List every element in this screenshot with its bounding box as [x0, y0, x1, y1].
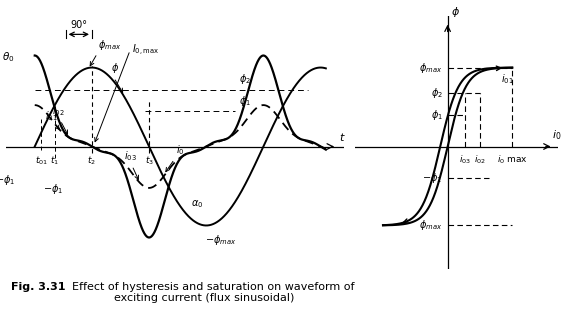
Text: $i_{01}$: $i_{01}$ [45, 109, 58, 123]
Text: $\phi$: $\phi$ [451, 5, 460, 18]
Text: $-\phi_1$: $-\phi_1$ [0, 173, 15, 188]
Text: $\phi_{max}$: $\phi_{max}$ [420, 61, 443, 75]
Text: $\phi$: $\phi$ [112, 61, 120, 75]
Text: $i_{02}$: $i_{02}$ [474, 154, 486, 166]
Text: $t_2$: $t_2$ [87, 155, 96, 167]
Text: $i_{01}$: $i_{01}$ [500, 72, 513, 86]
Text: $t$: $t$ [338, 131, 345, 143]
Text: $i_0$: $i_0$ [552, 128, 562, 142]
Text: $i_{02}$: $i_{02}$ [52, 104, 65, 118]
Text: Fig. 3.31: Fig. 3.31 [11, 282, 66, 292]
Text: $i_{03}$: $i_{03}$ [459, 154, 471, 166]
Text: $i_{03}$: $i_{03}$ [124, 149, 137, 163]
Text: $\phi_2$: $\phi_2$ [431, 86, 443, 100]
Text: $\phi_{max}$: $\phi_{max}$ [99, 38, 122, 52]
Text: $\phi_{max}$: $\phi_{max}$ [420, 218, 443, 233]
Text: $\alpha_0$: $\alpha_0$ [191, 198, 204, 210]
Text: 90°: 90° [70, 20, 87, 30]
Text: $t_{01}$: $t_{01}$ [35, 155, 48, 167]
Text: $-\phi_1$: $-\phi_1$ [43, 181, 63, 195]
Text: $-\phi_{max}$: $-\phi_{max}$ [205, 233, 236, 247]
Text: $\phi_1$: $\phi_1$ [431, 108, 443, 122]
Text: $t_3$: $t_3$ [144, 155, 153, 167]
Text: $\phi_2$: $\phi_2$ [239, 73, 250, 87]
Text: $i_0$ max: $i_0$ max [497, 154, 528, 166]
Text: $I_{0,\mathrm{max}}$: $I_{0,\mathrm{max}}$ [132, 43, 159, 58]
Text: $\theta_0$: $\theta_0$ [2, 51, 15, 64]
Text: $-\phi_1$: $-\phi_1$ [422, 171, 443, 185]
Text: $t_1$: $t_1$ [50, 155, 59, 167]
Text: Effect of hysteresis and saturation on waveform of
              exciting curren: Effect of hysteresis and saturation on w… [65, 282, 354, 304]
Text: $i_0$: $i_0$ [177, 144, 185, 157]
Text: $\phi_1$: $\phi_1$ [239, 94, 250, 108]
